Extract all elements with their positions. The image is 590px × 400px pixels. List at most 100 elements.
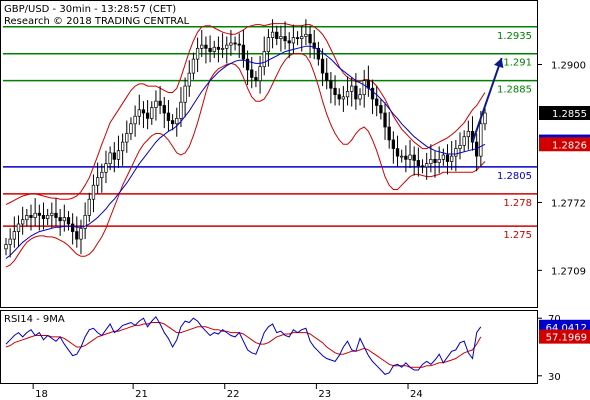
candle-body-49 [208,47,212,52]
bollinger-upper [5,23,486,206]
candle-body-102 [429,158,433,165]
candle-body-8 [37,212,41,216]
candle-body-53 [225,44,229,49]
candle-body-39 [166,112,171,121]
candle-body-38 [162,105,166,114]
candle-body-16 [70,223,75,232]
candle-body-58 [245,58,250,71]
candle-body-90 [379,105,383,114]
candle-body-37 [158,100,162,106]
candle-body-110 [462,136,466,146]
candle-body-44 [187,72,191,87]
rsi-badge-label-0: 64.0412 [546,323,587,334]
candle-body-47 [200,44,204,49]
forecast-arrow-head [493,58,504,69]
candle-body-54 [229,42,233,46]
candle-body-10 [46,215,50,219]
candle-body-98 [412,154,416,161]
candle-body-103 [433,158,437,163]
rsi-axis: 70 30 [537,314,561,383]
candle-body-52 [220,47,225,50]
candle-body-66 [279,36,283,39]
candle-body-57 [241,44,246,60]
candle-body-23 [100,171,104,179]
price-badge-label-0: 1.2855 [552,109,587,120]
candle-body-55 [233,42,237,45]
candle-body-33 [141,109,146,114]
candle-body-91 [383,112,387,128]
level-label-2: 1.2885 [497,85,532,96]
price-badge-bg-0 [539,106,590,121]
candle-body-83 [350,85,354,92]
level-label-1: 1.291 [503,58,532,69]
candle-body-93 [391,139,396,149]
candle-body-100 [420,165,425,168]
level-label-5: 1.275 [503,230,532,241]
candle-body-76 [320,58,325,74]
candle-body-19 [83,215,87,229]
candle-body-86 [362,80,366,96]
price-levels: 1.2935 1.291 1.2885 1.2805 1.278 1.275 [3,26,537,241]
candle-body-6 [29,215,33,218]
moving-average [5,45,486,259]
candle-body-36 [154,100,158,108]
candle-body-22 [95,177,100,186]
candle-body-60 [254,77,258,82]
candle-body-14 [62,217,66,222]
ma-line [5,45,486,259]
candle-body-78 [329,80,333,89]
candle-body-2 [12,231,16,240]
candle-body-5 [25,215,29,221]
level-label-0: 1.2935 [497,31,532,42]
rsi-lines [5,315,482,375]
price-axis: 1.2900 1.2772 1.2709 [537,61,586,277]
candle-body-64 [270,31,275,38]
bollinger-lower [5,53,486,268]
chart-title: GBP/USD - 30min - 13:28:57 (CET) [4,4,176,15]
candle-body-15 [66,217,71,225]
candle-body-13 [58,217,62,222]
candle-body-89 [375,98,379,106]
candle-body-108 [454,148,458,157]
price-badge-label-2: 1.2826 [552,140,587,151]
candle-body-99 [416,160,421,167]
candle-body-30 [129,123,133,134]
candle-body-35 [150,107,154,119]
x-tick-label-1: 21 [135,389,148,400]
candle-body-43 [183,85,187,103]
rsi-badge-bg-1 [539,329,590,344]
candle-body-94 [395,148,400,157]
x-tick-label-0: 18 [35,389,48,400]
candle-body-69 [291,37,296,44]
level-label-4: 1.278 [503,198,532,209]
candle-body-105 [441,154,445,160]
candle-body-101 [425,163,429,168]
candle-body-7 [33,212,37,218]
rsi-panel-frame [0,310,538,384]
candle-body-79 [333,87,337,96]
price-tick-label-0: 1.2900 [551,61,586,72]
candle-body-68 [287,40,291,44]
candle-body-25 [108,152,112,165]
price-tick-label-2: 1.2709 [551,266,586,277]
price-badge-bg-2 [539,137,590,152]
rsi-panel-label: RSI14 - 9MA [4,314,65,325]
candle-body-115 [483,112,487,125]
bollinger-bands [5,23,486,268]
price-tick-label-1: 1.2772 [551,198,586,209]
rsi-line [5,315,482,375]
candle-body-27 [116,150,121,160]
candle-body-12 [54,212,58,218]
x-tick-label-2: 22 [227,389,240,400]
candle-body-77 [325,72,329,82]
price-panel-frame [0,0,538,308]
candle-body-41 [175,118,179,125]
candle-body-17 [75,231,79,240]
candle-body-111 [466,130,470,138]
candles [4,19,487,258]
candle-body-59 [250,69,254,78]
candle-body-18 [79,227,83,240]
candle-body-28 [120,141,125,152]
